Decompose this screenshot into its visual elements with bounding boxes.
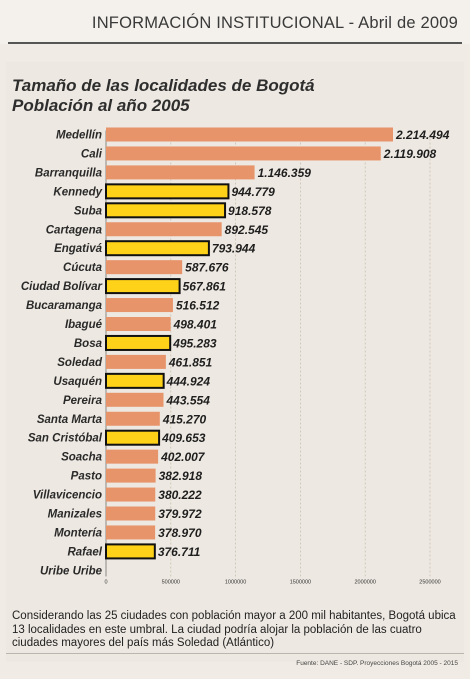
- bar-value-label: 516.512: [176, 299, 220, 313]
- bar-category-label: Engativá: [54, 243, 103, 255]
- bar-category-label: Kennedy: [53, 186, 102, 198]
- header-rule: [8, 42, 462, 44]
- bar-bogota-locality: [105, 278, 181, 295]
- bar-value-label: 587.676: [185, 261, 229, 275]
- bar-city: [106, 487, 156, 502]
- bar-category-label: Cúcuta: [63, 262, 103, 274]
- bar-city: [106, 127, 393, 142]
- bar-value-label: 892.545: [225, 223, 269, 237]
- chart-title-line1: Tamaño de las localidades de Bogotá: [12, 76, 315, 95]
- bar-category-label: Rafael: [67, 546, 102, 558]
- bar-city: [106, 449, 159, 464]
- bar-value-label: 495.283: [172, 336, 217, 350]
- bar-value-label: 498.401: [173, 318, 218, 332]
- bar-value-label: 2.214.494: [395, 128, 450, 142]
- x-tick-label: 2500000: [419, 579, 440, 585]
- bar-category-label: Villavicencio: [33, 490, 102, 502]
- bar-value-label: 444.924: [166, 374, 211, 388]
- bar-bogota-locality: [105, 240, 210, 257]
- bar-value-label: 793.944: [212, 242, 256, 256]
- bar-value-label: 376.711: [158, 545, 201, 559]
- bar-value-label: 402.007: [160, 450, 206, 464]
- x-tick-label: 1500000: [290, 579, 311, 585]
- x-tick-label: 500000: [162, 579, 180, 585]
- source-note: Fuente: DANE - SDP. Proyecciones Bogotá …: [296, 660, 458, 667]
- bar-category-label: Cali: [81, 148, 103, 160]
- bar-value-label: 1.146.359: [258, 166, 312, 180]
- chart-panel: [6, 62, 464, 662]
- bar-value-label: 379.972: [158, 507, 202, 521]
- bar-value-label: 918.578: [228, 204, 272, 218]
- bar-value-label: 2.119.908: [383, 147, 437, 161]
- bar-city: [106, 354, 166, 369]
- bar-value-label: 382.918: [159, 469, 203, 483]
- bar-city: [106, 165, 255, 180]
- bar-value-label: 378.970: [158, 526, 202, 540]
- bar-category-label: Ciudad Bolívar: [21, 281, 103, 293]
- bar-category-label: Suba: [74, 205, 103, 217]
- x-tick-label: 1000000: [225, 579, 246, 585]
- bar-category-label: Barranquilla: [35, 167, 103, 179]
- bar-category-label: Montería: [54, 527, 103, 539]
- bar-city: [106, 392, 164, 407]
- bar-bogota-locality: [105, 543, 156, 560]
- bar-category-label: Soledad: [57, 357, 103, 369]
- bar-category-label: Medellín: [56, 130, 102, 142]
- bar-city: [106, 260, 183, 275]
- bar-value-label: 409.653: [161, 431, 206, 445]
- bar-bogota-locality: [105, 372, 165, 389]
- bar-city: [106, 411, 160, 426]
- bar-city: [106, 506, 156, 521]
- bar-value-label: 944.779: [231, 185, 275, 199]
- bar-category-label: Uribe Uribe: [40, 565, 103, 577]
- bar-category-label: Cartagena: [46, 224, 103, 236]
- bar-value-label: 415.270: [162, 412, 207, 426]
- header-title: INFORMACIÓN INSTITUCIONAL - Abril de 200…: [91, 14, 458, 32]
- bar-city: [106, 468, 156, 483]
- bar-city: [106, 222, 222, 237]
- bar-city: [106, 317, 171, 331]
- footer-divider: [6, 653, 464, 654]
- bar-category-label: Ibagué: [65, 319, 103, 331]
- bar-category-label: Usaquén: [53, 376, 102, 388]
- chart-title: Tamaño de las localidades de Bogotá Pobl…: [12, 76, 315, 116]
- chart-title-line2: Población al año 2005: [12, 96, 190, 115]
- bar-bogota-locality: [105, 202, 227, 219]
- bar-value-label: 380.222: [158, 488, 202, 502]
- chart-caption: Considerando las 25 ciudades con poblaci…: [12, 610, 456, 649]
- bar-category-label: Santa Marta: [37, 414, 103, 426]
- x-tick-label: 0: [104, 579, 107, 585]
- bar-city: [106, 298, 173, 313]
- bar-value-label: 567.861: [183, 280, 227, 294]
- bar-category-label: Pereira: [63, 395, 103, 407]
- bar-city: [106, 146, 381, 161]
- bar-category-label: Bosa: [74, 338, 103, 350]
- bar-bogota-locality: [105, 429, 161, 446]
- bar-category-label: Pasto: [71, 471, 102, 483]
- bar-city: [106, 525, 156, 540]
- page-header: INFORMACIÓN INSTITUCIONAL - Abril de 200…: [0, 0, 470, 44]
- bar-category-label: Soacha: [61, 452, 103, 464]
- bar-value-label: 443.554: [165, 393, 210, 407]
- bar-value-label: 461.851: [168, 355, 213, 369]
- bar-category-label: Manizales: [48, 509, 102, 521]
- bar-bogota-locality: [105, 183, 230, 200]
- bar-category-label: Bucaramanga: [26, 300, 103, 312]
- x-tick-label: 2000000: [354, 579, 375, 585]
- bar-bogota-locality: [105, 334, 172, 351]
- bar-category-label: San Cristóbal: [28, 433, 103, 445]
